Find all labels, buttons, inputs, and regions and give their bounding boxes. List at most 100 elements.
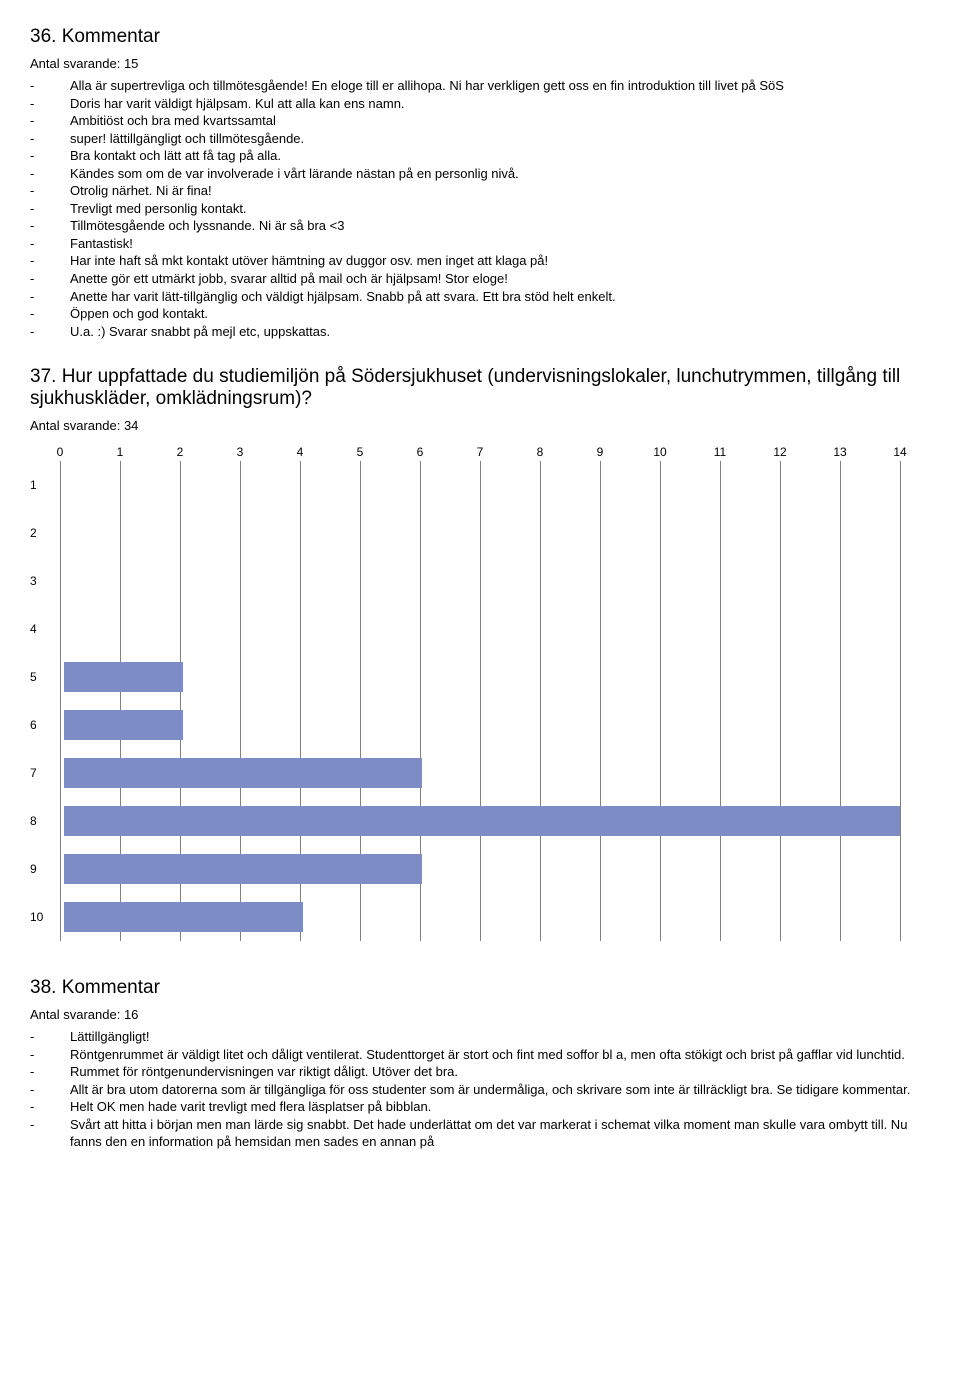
- chart-xtick: 0: [57, 445, 64, 459]
- comment-text: Helt OK men hade varit trevligt med fler…: [70, 1098, 930, 1116]
- chart-bar-cell: [64, 605, 900, 653]
- chart-ylabel: 1: [30, 478, 64, 492]
- comment-row: -Kändes som om de var involverade i vårt…: [30, 165, 930, 183]
- section-36-title: 36. Kommentar: [30, 26, 930, 48]
- comment-row: -Röntgenrummet är väldigt litet och dåli…: [30, 1046, 930, 1064]
- comment-text: Allt är bra utom datorerna som är tillgä…: [70, 1081, 930, 1099]
- chart-xtick: 10: [653, 445, 666, 459]
- chart-row: 10: [30, 893, 900, 941]
- comment-row: -Tillmötesgående och lyssnande. Ni är så…: [30, 217, 930, 235]
- comment-dash: -: [30, 200, 70, 218]
- comment-dash: -: [30, 130, 70, 148]
- chart-xtick: 8: [537, 445, 544, 459]
- chart-gridline: [900, 461, 901, 941]
- comment-text: Doris har varit väldigt hjälpsam. Kul at…: [70, 95, 930, 113]
- chart-row: 3: [30, 557, 900, 605]
- comment-text: Röntgenrummet är väldigt litet och dålig…: [70, 1046, 930, 1064]
- chart-xtick: 6: [417, 445, 424, 459]
- chart-xtick: 4: [297, 445, 304, 459]
- chart-bar-cell: [64, 653, 900, 701]
- chart-ylabel: 5: [30, 670, 64, 684]
- comment-row: -Doris har varit väldigt hjälpsam. Kul a…: [30, 95, 930, 113]
- comment-row: -Helt OK men hade varit trevligt med fle…: [30, 1098, 930, 1116]
- comment-dash: -: [30, 1046, 70, 1064]
- comment-dash: -: [30, 1028, 70, 1046]
- comment-dash: -: [30, 1063, 70, 1081]
- chart-body: 1 2 3 4 5 6 7 8 9 10: [30, 461, 900, 941]
- chart-xtick: 11: [714, 445, 726, 459]
- comment-text: Otrolig närhet. Ni är fina!: [70, 182, 930, 200]
- chart-xtick: 13: [833, 445, 846, 459]
- comment-dash: -: [30, 95, 70, 113]
- section-38-antal: Antal svarande: 16: [30, 1007, 930, 1022]
- chart-bar: [64, 806, 900, 836]
- comment-dash: -: [30, 1116, 70, 1151]
- chart-row: 5: [30, 653, 900, 701]
- comment-dash: -: [30, 182, 70, 200]
- comment-text: U.a. :) Svarar snabbt på mejl etc, uppsk…: [70, 323, 930, 341]
- chart-xtick: 1: [117, 445, 124, 459]
- chart-bar-cell: [64, 461, 900, 509]
- comment-text: Kändes som om de var involverade i vårt …: [70, 165, 930, 183]
- chart-row: 9: [30, 845, 900, 893]
- chart-bar-cell: [64, 749, 900, 797]
- chart-bar: [64, 758, 422, 788]
- comment-row: -Bra kontakt och lätt att få tag på alla…: [30, 147, 930, 165]
- chart-xaxis: 01234567891011121314: [60, 445, 900, 461]
- comment-row: -Svårt att hitta i början men man lärde …: [30, 1116, 930, 1151]
- chart-bar: [64, 710, 183, 740]
- comment-row: -super! lättillgängligt och tillmötesgåe…: [30, 130, 930, 148]
- comment-text: Har inte haft så mkt kontakt utöver hämt…: [70, 252, 930, 270]
- comment-text: Rummet för röntgenundervisningen var rik…: [70, 1063, 930, 1081]
- comment-dash: -: [30, 112, 70, 130]
- section-37: 37. Hur uppfattade du studiemiljön på Sö…: [30, 366, 930, 941]
- comment-text: Fantastisk!: [70, 235, 930, 253]
- chart-ylabel: 4: [30, 622, 64, 636]
- comment-row: -U.a. :) Svarar snabbt på mejl etc, upps…: [30, 323, 930, 341]
- comment-list-36: -Alla är supertrevliga och tillmötesgåen…: [30, 77, 930, 340]
- section-36-antal: Antal svarande: 15: [30, 56, 930, 71]
- chart-xtick: 7: [477, 445, 484, 459]
- chart-bar-cell: [64, 701, 900, 749]
- comment-text: super! lättillgängligt och tillmötesgåen…: [70, 130, 930, 148]
- comment-dash: -: [30, 217, 70, 235]
- comment-text: Tillmötesgående och lyssnande. Ni är så …: [70, 217, 930, 235]
- comment-row: -Ambitiöst och bra med kvartssamtal: [30, 112, 930, 130]
- comment-row: -Anette har varit lätt-tillgänglig och v…: [30, 288, 930, 306]
- chart-bar-cell: [64, 845, 900, 893]
- comment-row: -Rummet för röntgenundervisningen var ri…: [30, 1063, 930, 1081]
- chart-bar-cell: [64, 557, 900, 605]
- chart-row: 7: [30, 749, 900, 797]
- comment-row: -Har inte haft så mkt kontakt utöver häm…: [30, 252, 930, 270]
- comment-row: -Otrolig närhet. Ni är fina!: [30, 182, 930, 200]
- chart-row: 8: [30, 797, 900, 845]
- chart-bar-cell: [64, 509, 900, 557]
- comment-text: Öppen och god kontakt.: [70, 305, 930, 323]
- chart-ylabel: 6: [30, 718, 64, 732]
- chart-xtick: 9: [597, 445, 604, 459]
- chart-ylabel: 8: [30, 814, 64, 828]
- comment-text: Svårt att hitta i början men man lärde s…: [70, 1116, 930, 1151]
- comment-dash: -: [30, 252, 70, 270]
- chart-bar-cell: [64, 893, 900, 941]
- chart-row: 1: [30, 461, 900, 509]
- comment-dash: -: [30, 323, 70, 341]
- chart-ylabel: 7: [30, 766, 64, 780]
- comment-row: -Lättillgängligt!: [30, 1028, 930, 1046]
- chart-ylabel: 9: [30, 862, 64, 876]
- chart-bar: [64, 662, 183, 692]
- comment-dash: -: [30, 147, 70, 165]
- chart-row: 2: [30, 509, 900, 557]
- chart-ylabel: 3: [30, 574, 64, 588]
- comment-dash: -: [30, 235, 70, 253]
- comment-dash: -: [30, 165, 70, 183]
- comment-dash: -: [30, 270, 70, 288]
- comment-text: Alla är supertrevliga och tillmötesgåend…: [70, 77, 930, 95]
- comment-dash: -: [30, 1098, 70, 1116]
- comment-row: -Allt är bra utom datorerna som är tillg…: [30, 1081, 930, 1099]
- comment-text: Ambitiöst och bra med kvartssamtal: [70, 112, 930, 130]
- comment-dash: -: [30, 288, 70, 306]
- comment-list-38: -Lättillgängligt!-Röntgenrummet är väldi…: [30, 1028, 930, 1151]
- chart-row: 4: [30, 605, 900, 653]
- comment-row: -Alla är supertrevliga och tillmötesgåen…: [30, 77, 930, 95]
